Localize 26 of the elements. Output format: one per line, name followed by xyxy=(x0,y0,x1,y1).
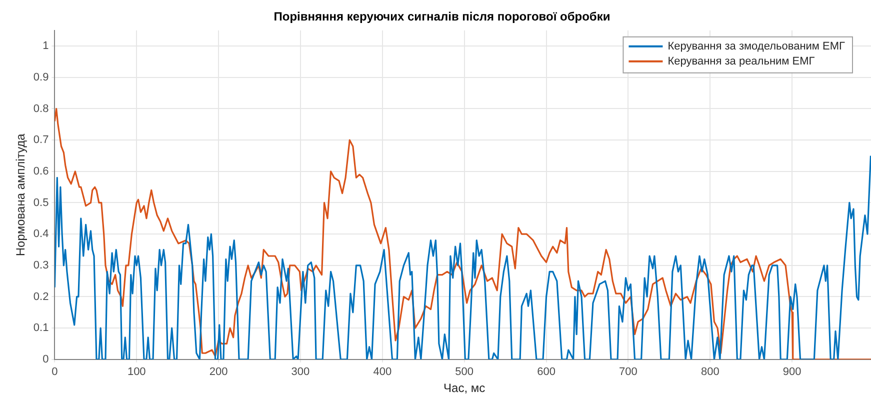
chart-title: Порівняння керуючих сигналів після порогової обробки xyxy=(274,10,610,24)
x-tick-label: 600 xyxy=(537,366,556,378)
x-tick-label: 700 xyxy=(619,366,638,378)
x-tick-label: 100 xyxy=(127,366,146,378)
x-tick-label: 300 xyxy=(291,366,310,378)
y-tick-label: 0.2 xyxy=(33,290,49,303)
x-tick-label: 500 xyxy=(455,366,474,378)
x-tick-label: 0 xyxy=(52,366,58,378)
y-tick-label: 0.8 xyxy=(33,102,49,115)
x-tick-label: 200 xyxy=(209,366,228,378)
y-tick-label: 0.9 xyxy=(33,71,49,84)
x-axis-title: Час, мс xyxy=(444,381,486,396)
x-tick-label: 900 xyxy=(782,366,802,378)
y-tick-label: 0.4 xyxy=(33,228,49,240)
y-tick-label: 0 xyxy=(42,353,49,366)
legend-label: Керування за реальним ЕМГ xyxy=(668,55,815,68)
legend-label: Керування за змодельованим ЕМГ xyxy=(668,40,846,52)
y-axis-title: Нормована амплітуда xyxy=(14,133,28,256)
y-tick-label: 0.5 xyxy=(33,196,49,209)
y-tick-label: 0.6 xyxy=(33,165,49,178)
y-tick-label: 0.3 xyxy=(33,259,49,272)
y-tick-label: 0.7 xyxy=(33,134,49,146)
x-tick-label: 400 xyxy=(373,366,392,378)
x-tick-label: 800 xyxy=(700,366,720,378)
y-tick-label: 1 xyxy=(42,40,49,52)
y-tick-label: 0.1 xyxy=(33,322,49,334)
